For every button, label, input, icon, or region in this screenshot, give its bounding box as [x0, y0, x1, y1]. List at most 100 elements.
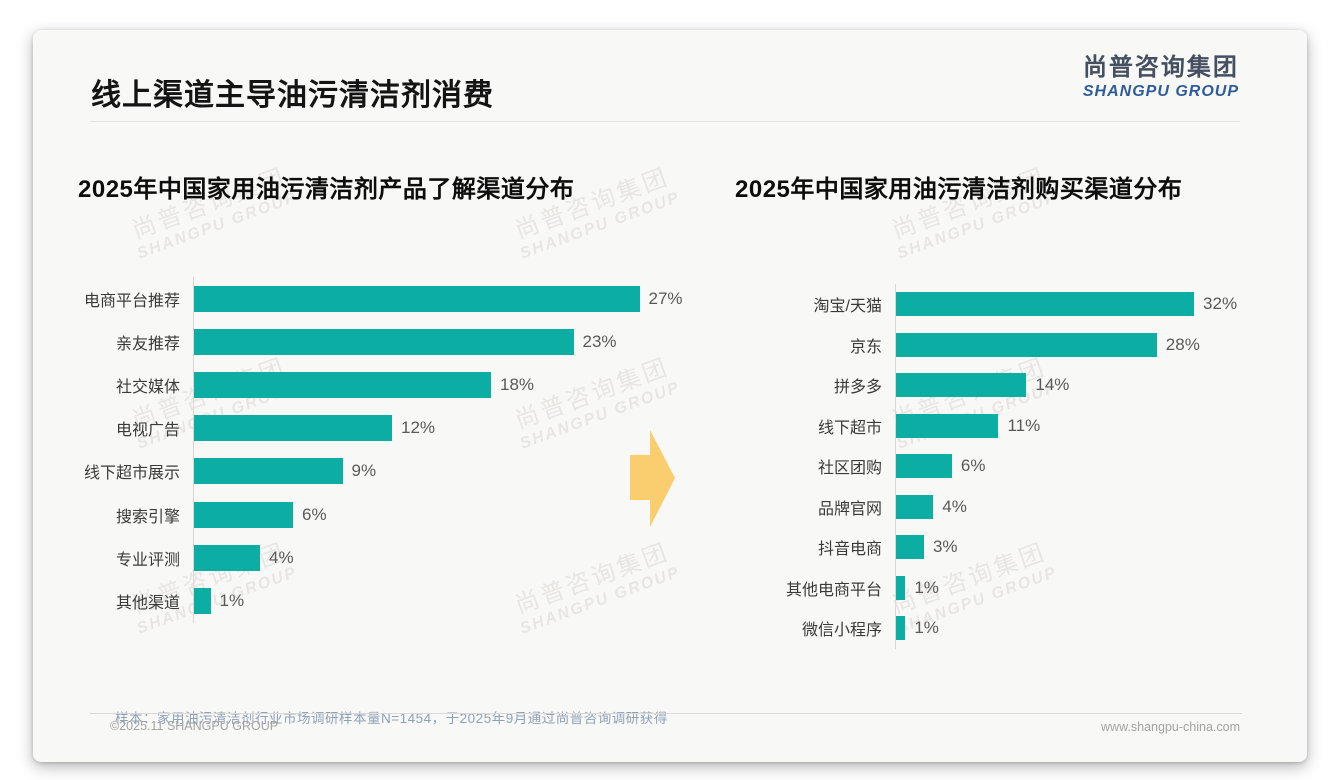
value-label: 1%	[914, 618, 939, 638]
bar-row: 电商平台推荐 27%	[78, 277, 738, 321]
bar	[896, 332, 1157, 357]
bar-row: 抖音电商 3%	[733, 527, 1273, 568]
bar-track: 6%	[895, 446, 1273, 487]
arrow-right-icon	[630, 430, 675, 527]
bar	[194, 458, 343, 485]
bar-row: 其他电商平台 1%	[733, 567, 1273, 608]
category-label: 社交媒体	[115, 378, 180, 396]
category-label: 亲友推荐	[115, 335, 180, 353]
bar	[194, 328, 574, 355]
title-divider	[90, 121, 1240, 122]
bar-row: 亲友推荐 23%	[78, 320, 738, 364]
category-label: 淘宝/天猫	[813, 298, 882, 316]
bar-track: 27%	[193, 277, 738, 321]
bar-row: 搜索引擎 6%	[78, 492, 738, 537]
bar	[194, 544, 260, 571]
value-label: 6%	[302, 504, 327, 524]
purchase-channels-bar-chart: 淘宝/天猫 32% 京东 28% 拼多多 14% 线下超市 11% 社区团购 6% 品牌官网 4% 抖音…	[733, 284, 1273, 649]
page-title: 线上渠道主导油污清洁剂消费	[91, 79, 494, 112]
value-label: 23%	[582, 331, 617, 351]
logo-text-en: SHANGPU GROUP	[1082, 82, 1239, 100]
bar-track: 6%	[193, 492, 738, 537]
category-label: 电视广告	[115, 422, 180, 440]
value-label: 6%	[960, 456, 986, 476]
value-label: 1%	[914, 577, 939, 597]
bar	[194, 285, 640, 312]
chart-title-purchase-channels: 2025年中国家用油污清洁剂购买渠道分布	[735, 176, 1183, 203]
category-label: 其他渠道	[115, 594, 180, 612]
category-label: 其他电商平台	[785, 581, 882, 599]
awareness-channels-bar-chart: 电商平台推荐 27% 亲友推荐 23% 社交媒体 18% 电视广告 12% 线下超市展示 9% 搜索…	[78, 277, 738, 623]
bar	[194, 415, 392, 442]
bar-track: 12%	[193, 406, 738, 450]
bar-track: 4%	[895, 486, 1273, 527]
bar-row: 淘宝/天猫 32%	[733, 284, 1273, 325]
value-label: 1%	[219, 590, 245, 610]
category-label: 拼多多	[833, 379, 882, 397]
value-label: 11%	[1007, 415, 1041, 435]
category-label: 线下超市	[817, 419, 882, 437]
chart-title-awareness-channels: 2025年中国家用油污清洁剂产品了解渠道分布	[78, 176, 575, 203]
category-label: 社区团购	[817, 460, 882, 478]
category-label: 抖音电商	[817, 541, 882, 559]
logo: 尚普咨询集团 SHANGPU GROUP	[1083, 54, 1239, 100]
category-label: 品牌官网	[817, 500, 882, 518]
value-label: 4%	[942, 496, 967, 516]
copyright-text: ©2025.11 SHANGPU GROUP	[110, 719, 279, 733]
category-label: 微信小程序	[801, 622, 882, 640]
bar-row: 社交媒体 18%	[78, 363, 738, 407]
value-label: 12%	[401, 418, 436, 438]
bar	[194, 371, 491, 398]
bar-track: 1%	[193, 579, 738, 623]
bar-track: 14%	[895, 365, 1273, 406]
value-label: 14%	[1035, 375, 1070, 395]
category-label: 专业评测	[115, 551, 180, 569]
bar-row: 拼多多 14%	[733, 365, 1273, 406]
bar-row: 电视广告 12%	[78, 406, 738, 450]
value-label: 27%	[648, 288, 683, 308]
bar-track: 28%	[895, 324, 1273, 365]
value-label: 32%	[1203, 294, 1238, 314]
value-label: 3%	[932, 537, 958, 557]
bar-track: 11%	[895, 405, 1273, 446]
bar	[896, 413, 999, 438]
bar-track: 32%	[895, 284, 1273, 325]
bar	[896, 535, 924, 560]
bar	[896, 292, 1195, 317]
bar-track: 1%	[895, 608, 1273, 649]
bar-track: 3%	[895, 527, 1273, 568]
bar	[896, 454, 952, 479]
category-label: 电商平台推荐	[83, 292, 180, 310]
bar-row: 微信小程序 1%	[733, 608, 1273, 649]
bar-track: 4%	[193, 536, 738, 580]
bar-track: 1%	[895, 567, 1273, 608]
bar	[194, 587, 211, 614]
bar-row: 线下超市 11%	[733, 405, 1273, 446]
bar-row: 品牌官网 4%	[733, 486, 1273, 527]
bar	[896, 494, 934, 519]
category-label: 线下超市展示	[83, 465, 180, 483]
bar	[896, 373, 1027, 398]
value-label: 18%	[500, 374, 535, 394]
category-label: 京东	[849, 338, 882, 356]
bar	[896, 575, 906, 600]
bar-track: 23%	[193, 320, 738, 364]
footer-divider	[90, 713, 1242, 714]
bar	[896, 616, 906, 641]
value-label: 28%	[1165, 334, 1200, 354]
value-label: 4%	[269, 547, 294, 567]
slide: 尚普咨询集团 SHANGPU GROUP 尚普咨询集团 SHANGPU GROUP 尚普…	[33, 30, 1307, 762]
category-label: 搜索引擎	[115, 508, 180, 526]
bar-row: 线下超市展示 9%	[78, 449, 738, 493]
value-label: 9%	[351, 461, 377, 481]
website-url: www.shangpu-china.com	[1101, 720, 1240, 734]
bar-row: 其他渠道 1%	[78, 579, 738, 623]
bar-track: 18%	[193, 363, 738, 407]
bar-row: 专业评测 4%	[78, 536, 738, 580]
sample-note: 样本：家用油污清洁剂行业市场调研样本量N=1454，于2025年9月通过尚普咨询…	[115, 711, 668, 726]
bar-track: 9%	[193, 449, 738, 493]
bar-row: 京东 28%	[733, 324, 1273, 365]
bar-row: 社区团购 6%	[733, 446, 1273, 487]
logo-text-cn: 尚普咨询集团	[1082, 54, 1239, 81]
bar	[194, 501, 293, 528]
